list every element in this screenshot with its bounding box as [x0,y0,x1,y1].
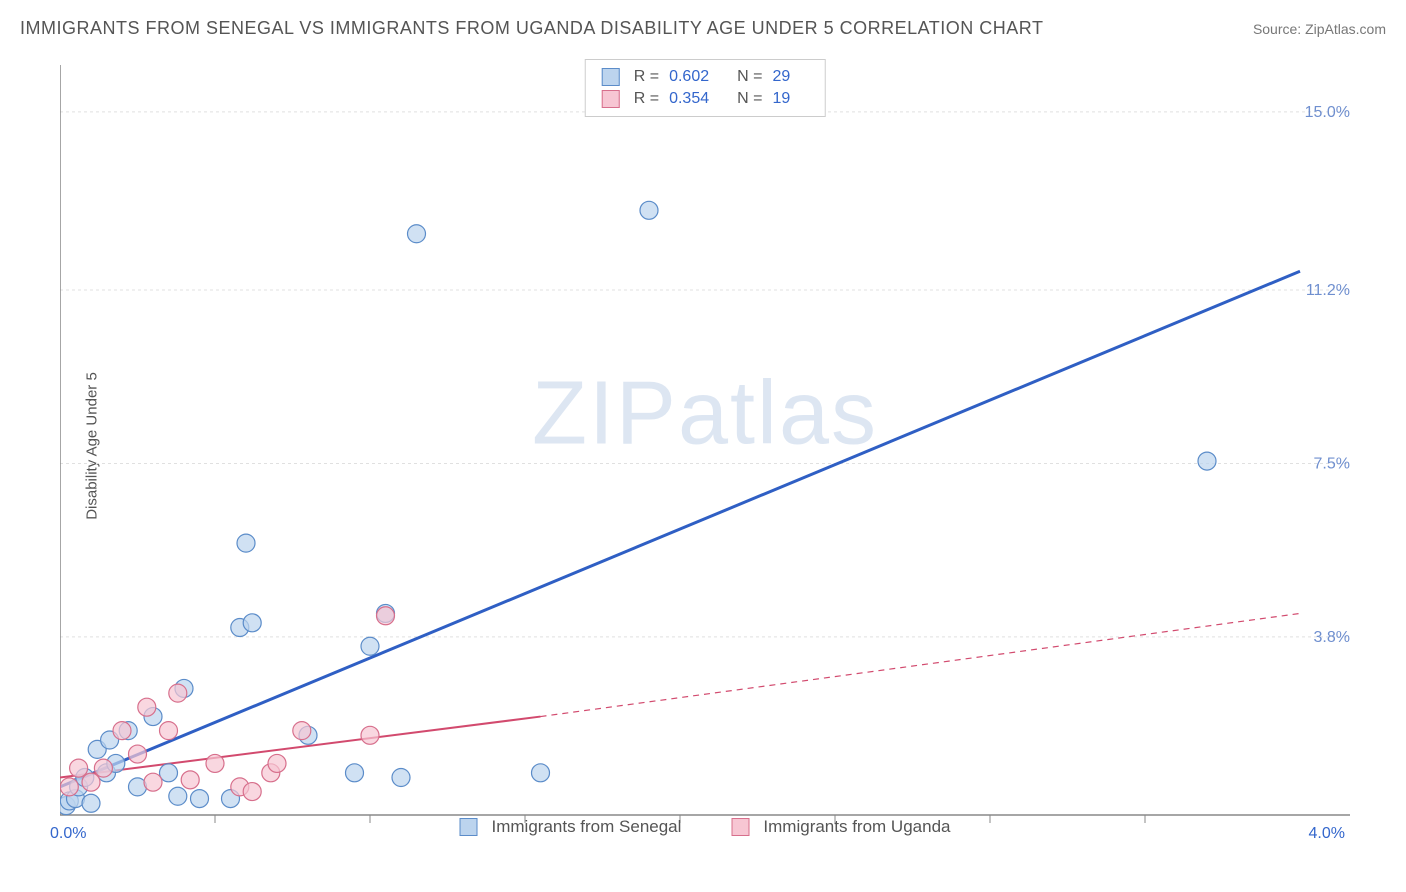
r-label: R = [634,68,659,86]
chart-title: IMMIGRANTS FROM SENEGAL VS IMMIGRANTS FR… [20,18,1043,39]
x-axis-min-label: 0.0% [50,825,86,843]
data-point [169,684,187,702]
data-point [160,722,178,740]
r-value-senegal: 0.602 [669,68,709,86]
data-point [70,759,88,777]
data-point [377,607,395,625]
n-value-uganda: 19 [772,90,790,108]
n-value-senegal: 29 [772,68,790,86]
data-point [169,787,187,805]
stats-row-senegal: R = 0.602 N = 29 [602,66,809,88]
source-attribution: Source: ZipAtlas.com [1253,21,1386,37]
y-tick-label: 15.0% [1305,104,1350,121]
data-point [361,726,379,744]
y-tick-label: 11.2% [1306,282,1350,299]
data-point [60,778,78,796]
stats-legend: R = 0.602 N = 29 R = 0.354 N = 19 [585,59,826,117]
data-point [138,698,156,716]
r-value-uganda: 0.354 [669,90,709,108]
y-tick-label: 7.5% [1314,455,1350,472]
x-axis-max-label: 4.0% [1309,825,1345,843]
legend-label-senegal: Immigrants from Senegal [492,817,682,837]
n-label: N = [737,90,762,108]
data-point [408,225,426,243]
data-point [82,794,100,812]
series-legend: Immigrants from Senegal Immigrants from … [460,817,951,837]
swatch-uganda [602,90,620,108]
data-point [361,637,379,655]
data-point [640,201,658,219]
r-label: R = [634,90,659,108]
data-point [160,764,178,782]
swatch-senegal [460,818,478,836]
scatter-plot: 3.8% 7.5% 11.2% 15.0% [60,55,1350,835]
data-point [94,759,112,777]
swatch-senegal [602,68,620,86]
data-point [82,773,100,791]
regression-line-extension [541,613,1301,716]
data-point [243,783,261,801]
data-point [191,790,209,808]
n-label: N = [737,68,762,86]
data-point [206,754,224,772]
data-point [243,614,261,632]
y-tick-label: 3.8% [1314,629,1350,646]
stats-row-uganda: R = 0.354 N = 19 [602,88,809,110]
data-point [144,773,162,791]
data-point [237,534,255,552]
data-point [392,769,410,787]
data-point [113,722,131,740]
data-point [346,764,364,782]
chart-header: IMMIGRANTS FROM SENEGAL VS IMMIGRANTS FR… [20,18,1386,39]
regression-line [60,271,1300,787]
legend-item-uganda: Immigrants from Uganda [731,817,950,837]
data-point [181,771,199,789]
legend-label-uganda: Immigrants from Uganda [763,817,950,837]
swatch-uganda [731,818,749,836]
data-point [1198,452,1216,470]
data-point [532,764,550,782]
chart-area: ZIPatlas 3.8%7.5%11.2%15.0% R = 0.602 N … [60,55,1350,835]
legend-item-senegal: Immigrants from Senegal [460,817,682,837]
data-point [268,754,286,772]
data-point [129,745,147,763]
data-point [293,722,311,740]
